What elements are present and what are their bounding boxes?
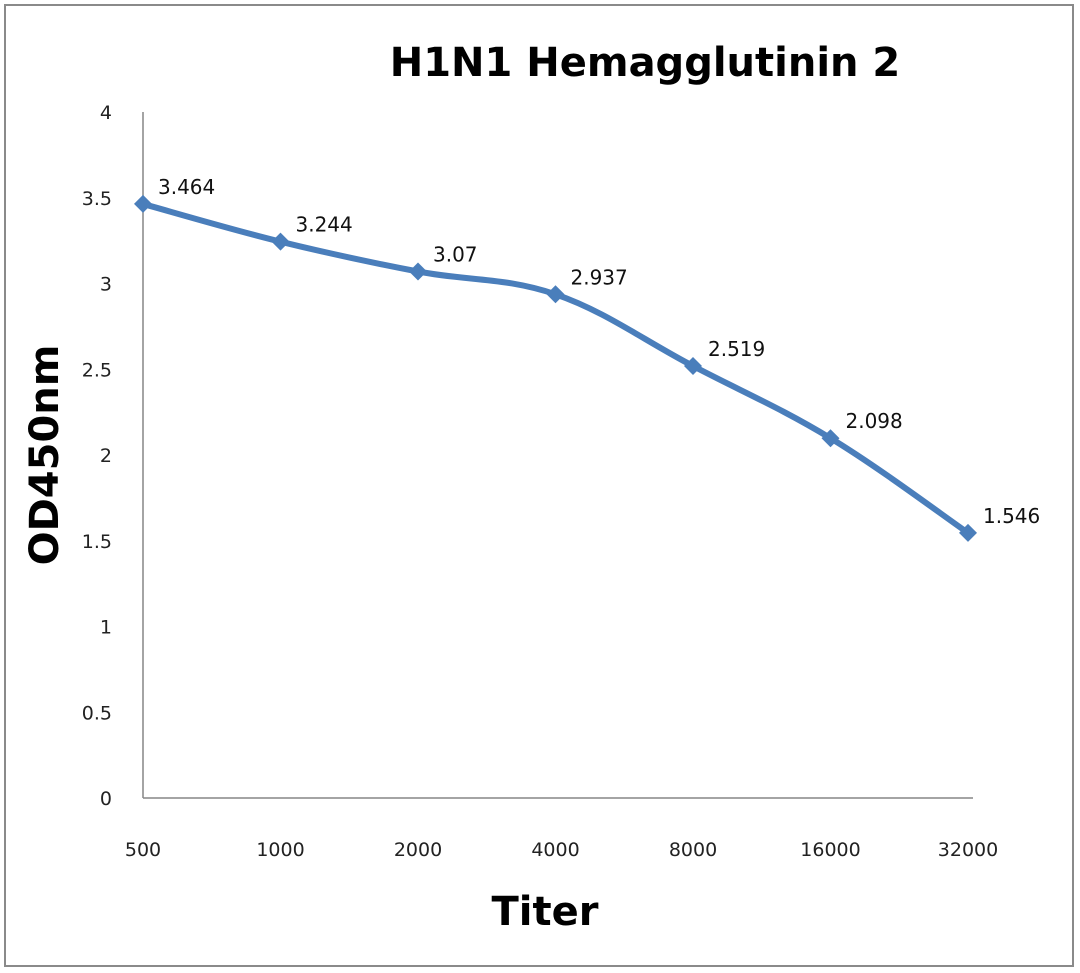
y-axis-ticks: 0 0.5 1 1.5 2 2.5 3 3.5 4: [82, 102, 112, 810]
y-tick-label: 3: [100, 274, 112, 296]
y-tick-label: 3.5: [82, 188, 112, 210]
axes: [142, 112, 973, 799]
x-axis-title: Titer: [492, 889, 599, 935]
x-tick-label: 500: [125, 839, 161, 861]
data-series: [134, 194, 977, 542]
x-tick-label: 1000: [256, 839, 304, 861]
data-labels: 3.464 3.244 3.07 2.937 2.519 2.098 1.546: [158, 175, 1040, 528]
diamond-marker-icon: [959, 523, 977, 542]
diamond-marker-icon: [821, 429, 840, 448]
chart-frame: [4, 4, 1074, 967]
y-tick-label: 1.5: [82, 531, 112, 553]
data-label: 3.244: [296, 213, 353, 237]
y-tick-label: 2: [100, 445, 112, 467]
x-axis-ticks: 500 1000 2000 4000 8000 16000 32000: [125, 839, 998, 861]
data-label: 3.464: [158, 175, 215, 199]
diamond-marker-icon: [409, 262, 427, 281]
y-tick-label: 0: [100, 788, 112, 810]
y-tick-label: 1: [100, 617, 112, 639]
series-line: [140, 200, 971, 536]
y-tick-label: 2.5: [82, 359, 112, 381]
diamond-marker-icon: [546, 285, 565, 304]
data-label: 2.519: [708, 337, 765, 361]
x-tick-label: 16000: [800, 839, 860, 861]
diamond-marker-icon: [271, 232, 290, 251]
data-label: 1.546: [983, 504, 1040, 528]
y-axis-title: OD450nm: [22, 345, 68, 566]
x-tick-label: 2000: [394, 839, 442, 861]
diamond-marker-icon: [684, 356, 702, 375]
y-tick-label: 0.5: [82, 702, 112, 724]
data-label: 2.937: [571, 265, 628, 289]
x-tick-label: 8000: [669, 839, 717, 861]
x-tick-label: 32000: [938, 839, 998, 861]
data-label: 2.098: [846, 409, 903, 433]
x-tick-label: 4000: [531, 839, 579, 861]
y-tick-label: 4: [100, 102, 112, 124]
diamond-marker-icon: [134, 194, 152, 213]
chart-title: H1N1 Hemagglutinin 2: [390, 40, 901, 86]
data-label: 3.07: [433, 242, 478, 266]
